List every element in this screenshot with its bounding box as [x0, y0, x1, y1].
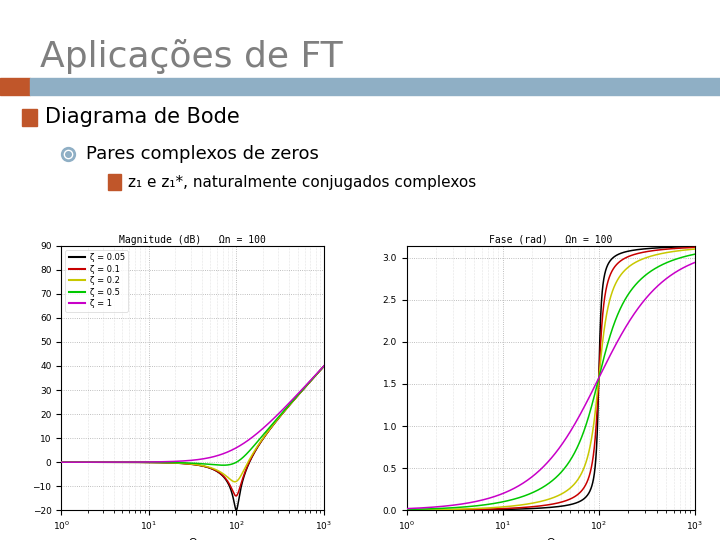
Legend: ζ = 0.05, ζ = 0.1, ζ = 0.2, ζ = 0.5, ζ = 1: ζ = 0.05, ζ = 0.1, ζ = 0.2, ζ = 0.5, ζ =…: [66, 250, 128, 312]
Title: Fase (rad)   Ωn = 100: Fase (rad) Ωn = 100: [489, 235, 613, 245]
Text: Aplicações de FT: Aplicações de FT: [40, 39, 342, 74]
X-axis label: Ω: Ω: [189, 538, 197, 540]
Bar: [0, 78, 30, 94]
Text: Pares complexos de zeros: Pares complexos de zeros: [86, 145, 319, 163]
Title: Magnitude (dB)   Ωn = 100: Magnitude (dB) Ωn = 100: [120, 235, 266, 245]
X-axis label: Ω: Ω: [546, 538, 555, 540]
Bar: [22, 109, 37, 126]
Text: Diagrama de Bode: Diagrama de Bode: [45, 107, 239, 127]
Bar: [108, 174, 121, 190]
Text: z₁ e z₁*, naturalmente conjugados complexos: z₁ e z₁*, naturalmente conjugados comple…: [128, 174, 477, 190]
